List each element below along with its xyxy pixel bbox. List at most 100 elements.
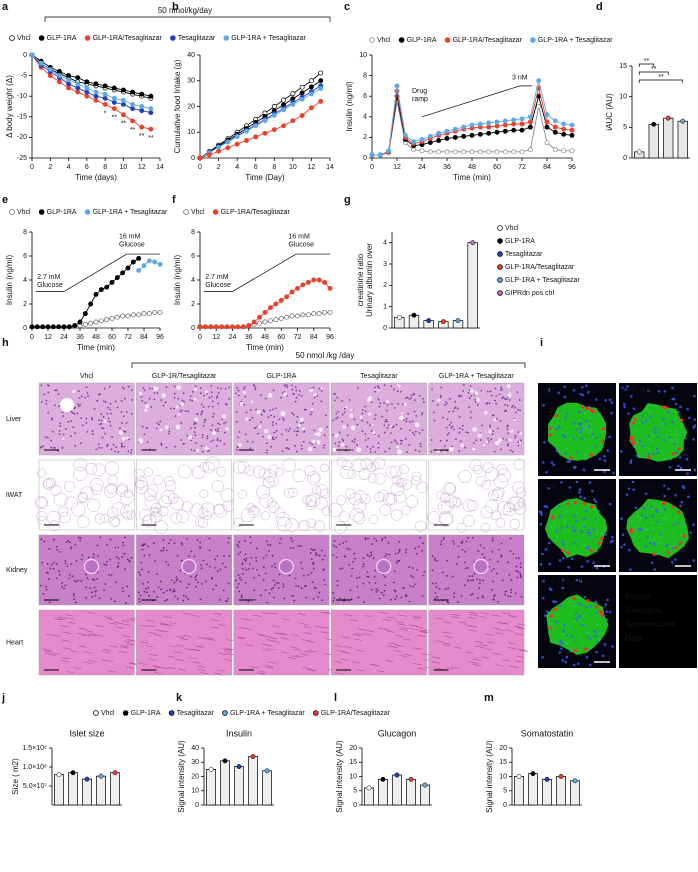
vacuole [318, 427, 322, 431]
bar [528, 774, 537, 805]
nucleus [59, 574, 61, 576]
data-point [115, 315, 119, 319]
nucleus [223, 590, 225, 592]
data-point [274, 318, 278, 322]
chart-title: Islet size [69, 728, 104, 738]
nucleus [305, 597, 307, 599]
islet-nucleus [571, 527, 573, 529]
bar [556, 777, 565, 806]
data-point [140, 125, 144, 129]
nucleus [210, 385, 212, 387]
nucleus [470, 385, 472, 387]
islet-nucleus [556, 530, 558, 532]
nucleus [322, 559, 324, 561]
nucleus [79, 397, 81, 399]
annotation: 2.7 mM [37, 274, 61, 281]
nucleus [405, 421, 407, 423]
nucleus [447, 418, 449, 420]
vacuole [180, 402, 184, 406]
islet-nucleus [576, 428, 578, 430]
bar-dot [637, 150, 641, 154]
bar-dot [517, 774, 521, 778]
nucleus [515, 411, 517, 413]
islet-nucleus [638, 529, 640, 531]
nucleus [471, 575, 473, 577]
nucleus [101, 447, 103, 449]
nucleus [238, 546, 240, 548]
vacuole [509, 392, 511, 394]
data-point [412, 148, 416, 152]
nucleus [337, 580, 339, 582]
nucleus [468, 406, 470, 408]
nucleus [312, 563, 314, 565]
islet-nucleus [559, 516, 561, 518]
islet-nucleus [581, 530, 583, 532]
nucleus [337, 584, 339, 586]
dapi-nucleus [622, 533, 625, 536]
data-point [76, 76, 80, 80]
bar-dot [681, 119, 685, 123]
data-point [503, 119, 507, 123]
glucagon-cell [667, 551, 670, 554]
bar [68, 773, 77, 805]
y-tick-label: 5 [623, 124, 627, 131]
nucleus [82, 424, 84, 426]
nucleus [227, 598, 229, 600]
nucleus [500, 556, 502, 558]
nucleus [389, 448, 391, 450]
nucleus [202, 410, 204, 412]
nucleus [408, 398, 410, 400]
nucleus [187, 598, 189, 600]
nucleus [481, 553, 483, 555]
nucleus [339, 441, 341, 443]
x-tick-label: 84 [543, 164, 551, 171]
data-point [230, 325, 234, 329]
tissue [429, 460, 524, 530]
nucleus [351, 440, 353, 442]
data-point [562, 149, 566, 153]
column-header: GLP-1R/Tesaglitazar [152, 373, 217, 380]
nucleus [414, 548, 416, 550]
glucagon-cell [572, 597, 575, 600]
significance: ** [130, 127, 136, 134]
glucagon-cell [600, 537, 603, 540]
nucleus [359, 576, 361, 578]
nucleus [200, 564, 202, 566]
nucleus [209, 549, 211, 551]
nucleus [500, 554, 502, 556]
nucleus [236, 421, 238, 423]
nucleus [346, 446, 348, 448]
nucleus [141, 569, 143, 571]
vacuole [126, 437, 129, 440]
nucleus [445, 401, 447, 403]
data-point [235, 135, 239, 139]
data-point [412, 139, 416, 143]
nucleus [402, 403, 404, 405]
x-tick-label: 72 [294, 334, 302, 341]
nucleus [108, 574, 110, 576]
nucleus [159, 420, 161, 422]
islet-nucleus [562, 434, 564, 436]
bracket [45, 17, 330, 22]
nucleus [519, 409, 521, 411]
nucleus [182, 600, 184, 602]
x-tick-label: 36 [245, 334, 253, 341]
data-point [41, 325, 45, 329]
nucleus [510, 538, 512, 540]
nucleus [339, 432, 341, 434]
data-point [478, 122, 482, 126]
nucleus [409, 429, 411, 431]
nucleus [115, 401, 117, 403]
nucleus [415, 415, 417, 417]
nucleus [446, 427, 448, 429]
nucleus [197, 581, 199, 583]
dapi-nucleus [579, 488, 582, 491]
nucleus [363, 601, 365, 603]
nucleus [295, 386, 297, 388]
islet-nucleus [650, 415, 652, 417]
legend-label: GLP-1RA [47, 209, 77, 216]
glucagon-cell [549, 427, 552, 430]
vacuole [368, 413, 371, 416]
data-point [263, 131, 267, 135]
nucleus [101, 427, 103, 429]
